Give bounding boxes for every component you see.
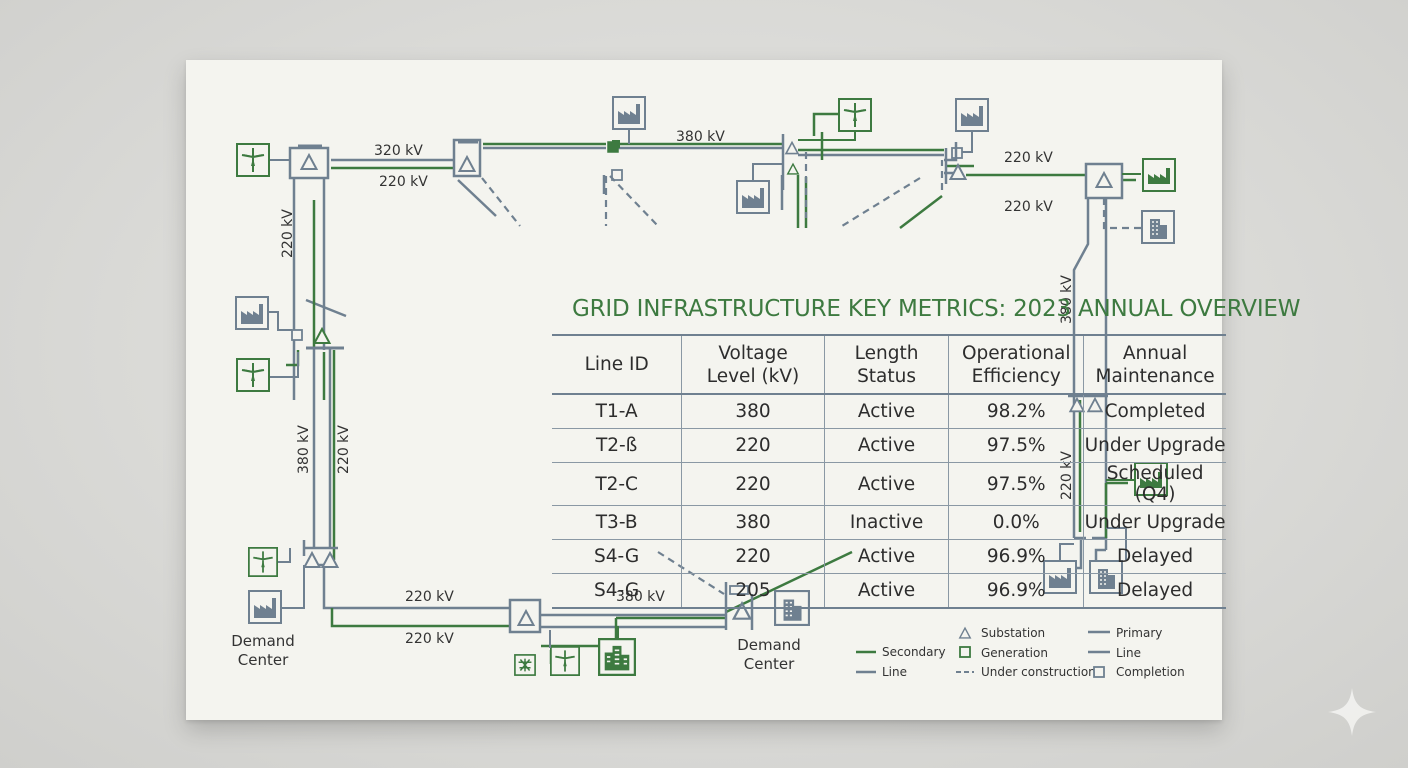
voltage-label: 220 kV	[405, 589, 454, 605]
wind-turbine-icon	[236, 358, 270, 392]
cell-status: Active	[823, 573, 949, 609]
office-building-icon	[598, 638, 636, 676]
cell-line-id: T3-B	[552, 505, 682, 540]
table-row: T2-ß 220 Active 97.5% Under Upgrade	[552, 428, 1226, 463]
voltage-label: 220 kV	[1004, 150, 1053, 166]
column-header-maintenance: Annual Maintenance	[1083, 335, 1226, 395]
voltage-label: 380 kV	[676, 129, 725, 145]
cell-maintenance: Delayed	[1083, 539, 1226, 574]
cell-voltage: 380	[681, 505, 825, 540]
cell-voltage: 220	[681, 539, 825, 574]
voltage-label: 320 kV	[374, 143, 423, 159]
column-header-line-id: Line ID	[552, 335, 682, 395]
cell-voltage: 220	[681, 462, 825, 506]
wind-turbine-icon	[248, 547, 278, 577]
factory-icon	[955, 98, 989, 132]
legend-line: Line	[1116, 646, 1141, 660]
cell-efficiency: 96.9%	[948, 573, 1084, 609]
wind-turbine-icon	[550, 646, 580, 676]
cell-efficiency: 98.2%	[948, 394, 1084, 429]
cell-status: Inactive	[823, 505, 949, 540]
cell-status: Active	[823, 394, 949, 429]
legend-substation: Substation	[981, 626, 1045, 640]
legend-completion: Completion	[1116, 665, 1185, 679]
voltage-label: 380 kV	[296, 425, 312, 474]
table-header-row: Line ID Voltage Level (kV) Length Status O…	[552, 335, 1226, 395]
demand-center-label: Center	[744, 655, 795, 673]
cell-maintenance: Scheduled (Q4)	[1083, 462, 1226, 506]
metrics-table: Line ID Voltage Level (kV) Length Status O…	[552, 334, 1226, 609]
table-row: S4-G 205 Active 96.9% Delayed	[552, 573, 1226, 609]
legend-secondary: Secondary	[882, 645, 946, 659]
cell-voltage: 220	[681, 428, 825, 463]
sparkle-icon	[1328, 688, 1376, 736]
cell-status: Active	[823, 539, 949, 574]
table-row: T2-C 220 Active 97.5% Scheduled (Q4)	[552, 462, 1226, 506]
cell-line-id: S4-G	[552, 539, 682, 574]
factory-icon	[736, 180, 770, 214]
cell-efficiency: 0.0%	[948, 505, 1084, 540]
column-header-voltage: Voltage Level (kV)	[681, 335, 825, 395]
cell-status: Active	[823, 428, 949, 463]
cell-line-id: T1-A	[552, 394, 682, 429]
office-building-icon	[1141, 210, 1175, 244]
table-row: T3-B 380 Inactive 0.0% Under Upgrade	[552, 505, 1226, 540]
voltage-label: 220 kV	[336, 425, 352, 474]
demand-center-label: Demand	[737, 636, 801, 654]
legend-primary: Primary	[1116, 626, 1162, 640]
cell-voltage: 380	[681, 394, 825, 429]
cell-efficiency: 96.9%	[948, 539, 1084, 574]
legend-under-construction: Under construction	[981, 665, 1096, 679]
factory-icon	[235, 296, 269, 330]
solar-panel-icon	[514, 654, 536, 676]
column-header-efficiency: Operational Efficiency	[948, 335, 1084, 395]
voltage-label: 220 kV	[1004, 199, 1053, 215]
legend-line: Line	[882, 665, 907, 679]
factory-icon	[612, 96, 646, 130]
cell-status: Active	[823, 462, 949, 506]
substations	[288, 134, 1124, 634]
table-row: T1-A 380 Active 98.2% Completed	[552, 394, 1226, 429]
demand-center-label: Demand	[231, 632, 295, 650]
cell-maintenance: Under Upgrade	[1083, 505, 1226, 540]
cell-line-id: T2-ß	[552, 428, 682, 463]
cell-efficiency: 97.5%	[948, 462, 1084, 506]
wind-turbine-icon	[236, 143, 270, 177]
column-header-length-status: Length Status	[823, 335, 949, 395]
cell-maintenance: Delayed	[1083, 573, 1226, 609]
wind-turbine-icon	[838, 98, 872, 132]
legend-generation: Generation	[981, 646, 1048, 660]
demand-center-label: Center	[238, 651, 289, 669]
voltage-label: 220 kV	[379, 174, 428, 190]
cell-maintenance: Under Upgrade	[1083, 428, 1226, 463]
cell-efficiency: 97.5%	[948, 428, 1084, 463]
factory-icon	[1141, 158, 1177, 192]
infographic-title: GRID INFRASTRUCTURE KEY METRICS: 2023 AN…	[572, 296, 1301, 322]
legend: Secondary Line Substation Generation Und…	[856, 626, 1185, 679]
voltage-label: 220 kV	[405, 631, 454, 647]
voltage-label: 220 kV	[280, 209, 296, 258]
table-row: S4-G 220 Active 96.9% Delayed	[552, 539, 1226, 574]
factory-icon	[248, 590, 282, 624]
cell-maintenance: Completed	[1083, 394, 1226, 429]
infographic-card: 320 kV 220 kV 380 kV 220 kV 220 kV 220 k…	[186, 60, 1300, 720]
cell-voltage: 205	[681, 573, 825, 609]
cell-line-id: S4-G	[552, 573, 682, 609]
voltage-label: 380 kV	[1059, 275, 1075, 324]
cell-line-id: T2-C	[552, 462, 682, 506]
